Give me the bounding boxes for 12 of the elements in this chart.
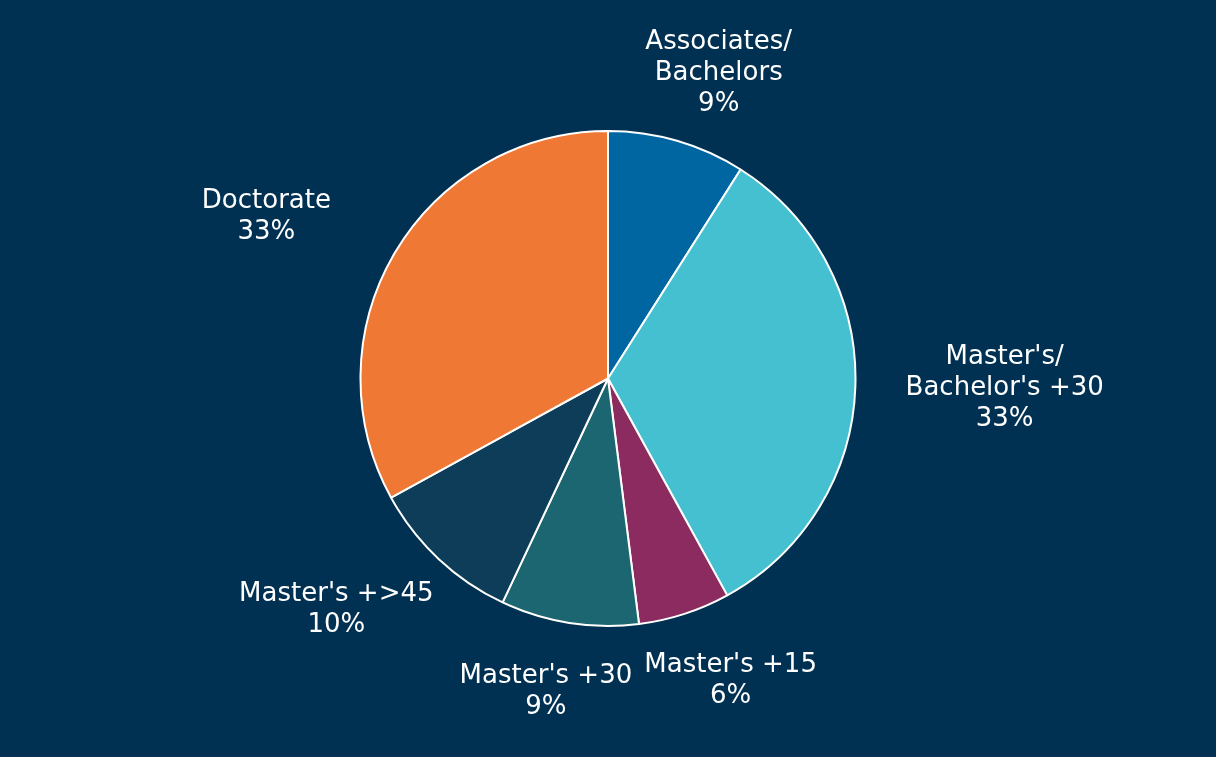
slice-label: Associates/ Bachelors: [645, 25, 793, 87]
data-label: 9%: [698, 87, 740, 118]
data-label: 9%: [525, 690, 567, 721]
slice-label: Master's +>45: [239, 577, 434, 608]
data-label: 33%: [237, 215, 296, 246]
slice-label: Master's +30: [459, 659, 633, 690]
slice-label: Master's +15: [644, 647, 817, 678]
data-label: 10%: [307, 608, 366, 639]
data-label: 6%: [710, 678, 752, 709]
slice-label: Master's/ Bachelor's +30: [905, 340, 1104, 402]
slice-label: Doctorate: [201, 184, 331, 215]
data-label: 33%: [975, 402, 1034, 433]
